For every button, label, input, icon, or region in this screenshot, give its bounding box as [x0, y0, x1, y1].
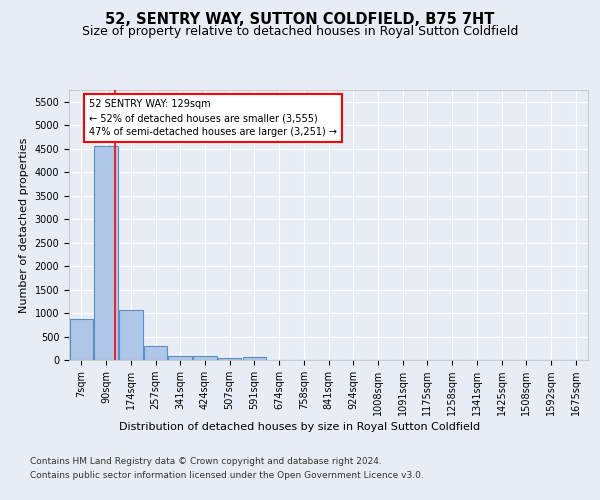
Bar	[144, 346, 167, 360]
Bar	[119, 310, 143, 360]
Text: Distribution of detached houses by size in Royal Sutton Coldfield: Distribution of detached houses by size …	[119, 422, 481, 432]
Text: Contains public sector information licensed under the Open Government Licence v3: Contains public sector information licen…	[30, 470, 424, 480]
Bar	[70, 318, 93, 360]
Bar	[218, 358, 241, 360]
Text: 52, SENTRY WAY, SUTTON COLDFIELD, B75 7HT: 52, SENTRY WAY, SUTTON COLDFIELD, B75 7H…	[106, 12, 494, 28]
Text: Size of property relative to detached houses in Royal Sutton Coldfield: Size of property relative to detached ho…	[82, 25, 518, 38]
Text: Contains HM Land Registry data © Crown copyright and database right 2024.: Contains HM Land Registry data © Crown c…	[30, 457, 382, 466]
Bar	[169, 356, 192, 360]
Y-axis label: Number of detached properties: Number of detached properties	[19, 138, 29, 312]
Bar	[242, 358, 266, 360]
Bar	[193, 356, 217, 360]
Text: 52 SENTRY WAY: 129sqm
← 52% of detached houses are smaller (3,555)
47% of semi-d: 52 SENTRY WAY: 129sqm ← 52% of detached …	[89, 99, 337, 137]
Bar	[94, 146, 118, 360]
